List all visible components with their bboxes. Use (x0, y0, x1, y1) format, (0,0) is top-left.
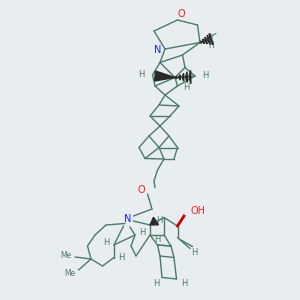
Text: O: O (178, 9, 185, 19)
Text: H: H (153, 279, 159, 288)
Polygon shape (202, 39, 205, 43)
Text: Me: Me (60, 250, 72, 260)
Text: Me: Me (64, 268, 76, 278)
Text: H: H (139, 228, 145, 237)
Polygon shape (205, 37, 207, 44)
Polygon shape (150, 217, 158, 225)
Polygon shape (207, 35, 210, 44)
Polygon shape (182, 73, 184, 81)
Polygon shape (175, 76, 177, 79)
Text: N: N (124, 214, 131, 224)
Polygon shape (200, 41, 202, 43)
Text: H: H (156, 215, 162, 224)
Text: H: H (118, 253, 125, 262)
Text: O: O (137, 185, 145, 195)
Text: H: H (154, 235, 161, 244)
Text: H: H (103, 238, 110, 247)
Polygon shape (185, 72, 188, 83)
Text: H: H (206, 34, 212, 43)
Polygon shape (154, 71, 175, 81)
Text: H: H (202, 70, 208, 80)
Text: H: H (191, 248, 197, 257)
Text: H: H (138, 70, 145, 79)
Polygon shape (178, 75, 180, 80)
Text: H: H (181, 278, 187, 287)
Text: OH: OH (190, 206, 206, 216)
Text: H: H (208, 40, 214, 50)
Text: N: N (154, 45, 161, 55)
Text: H: H (183, 82, 190, 91)
Polygon shape (209, 33, 213, 45)
Polygon shape (189, 70, 191, 84)
